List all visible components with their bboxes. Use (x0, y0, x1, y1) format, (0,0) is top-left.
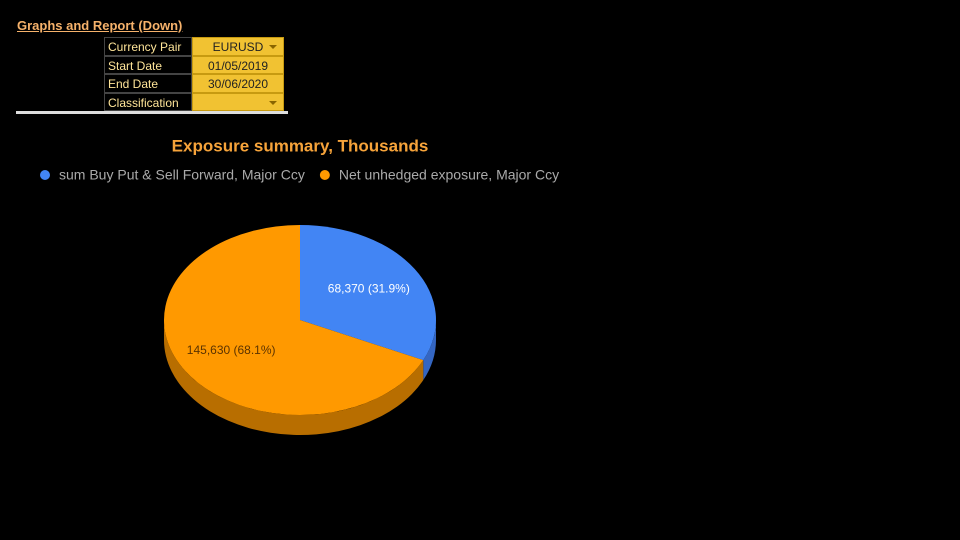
field-value[interactable] (192, 92, 284, 111)
table-row: Currency Pair EURUSD (16, 37, 288, 56)
chart-title: Exposure summary, Thousands (172, 136, 429, 155)
value-text: 30/06/2020 (207, 77, 269, 91)
field-value[interactable]: EURUSD (192, 37, 284, 56)
table-row: Start Date 01/05/2019 (16, 55, 288, 74)
field-label: Currency Pair (104, 37, 192, 56)
value-text: EURUSD (212, 40, 264, 54)
field-label: Start Date (104, 55, 192, 74)
legend-swatch (40, 170, 50, 180)
pie-slice (164, 225, 424, 416)
legend-swatch (319, 170, 330, 180)
table-row: Classification (16, 92, 288, 111)
field-label: End Date (104, 74, 192, 93)
dropdown-arrow[interactable] (269, 100, 277, 105)
pie-slice (300, 225, 437, 361)
filter-table: Currency Pair EURUSD Start Date 01/05/2019 E… (16, 37, 288, 114)
value-text: 01/05/2019 (207, 58, 269, 73)
pie-side (423, 320, 436, 381)
field-value[interactable]: 01/05/2019 (192, 55, 284, 74)
field-label: Classification (104, 92, 192, 111)
data-label: 145,630 (68.1%) (187, 343, 276, 357)
sheet-title: Graphs and Report (Down) (17, 18, 183, 33)
legend-label: sum Buy Put & Sell Forward, Major Ccy (59, 167, 305, 183)
dropdown-arrow[interactable] (269, 45, 277, 49)
legend-label: Net unhedged exposure, Major Ccy (339, 167, 559, 183)
table-row: End Date 30/06/2020 (16, 74, 288, 93)
data-label: 68,370 (31.9%) (328, 282, 410, 296)
pie-side (164, 320, 424, 435)
field-value[interactable]: 30/06/2020 (192, 74, 284, 93)
